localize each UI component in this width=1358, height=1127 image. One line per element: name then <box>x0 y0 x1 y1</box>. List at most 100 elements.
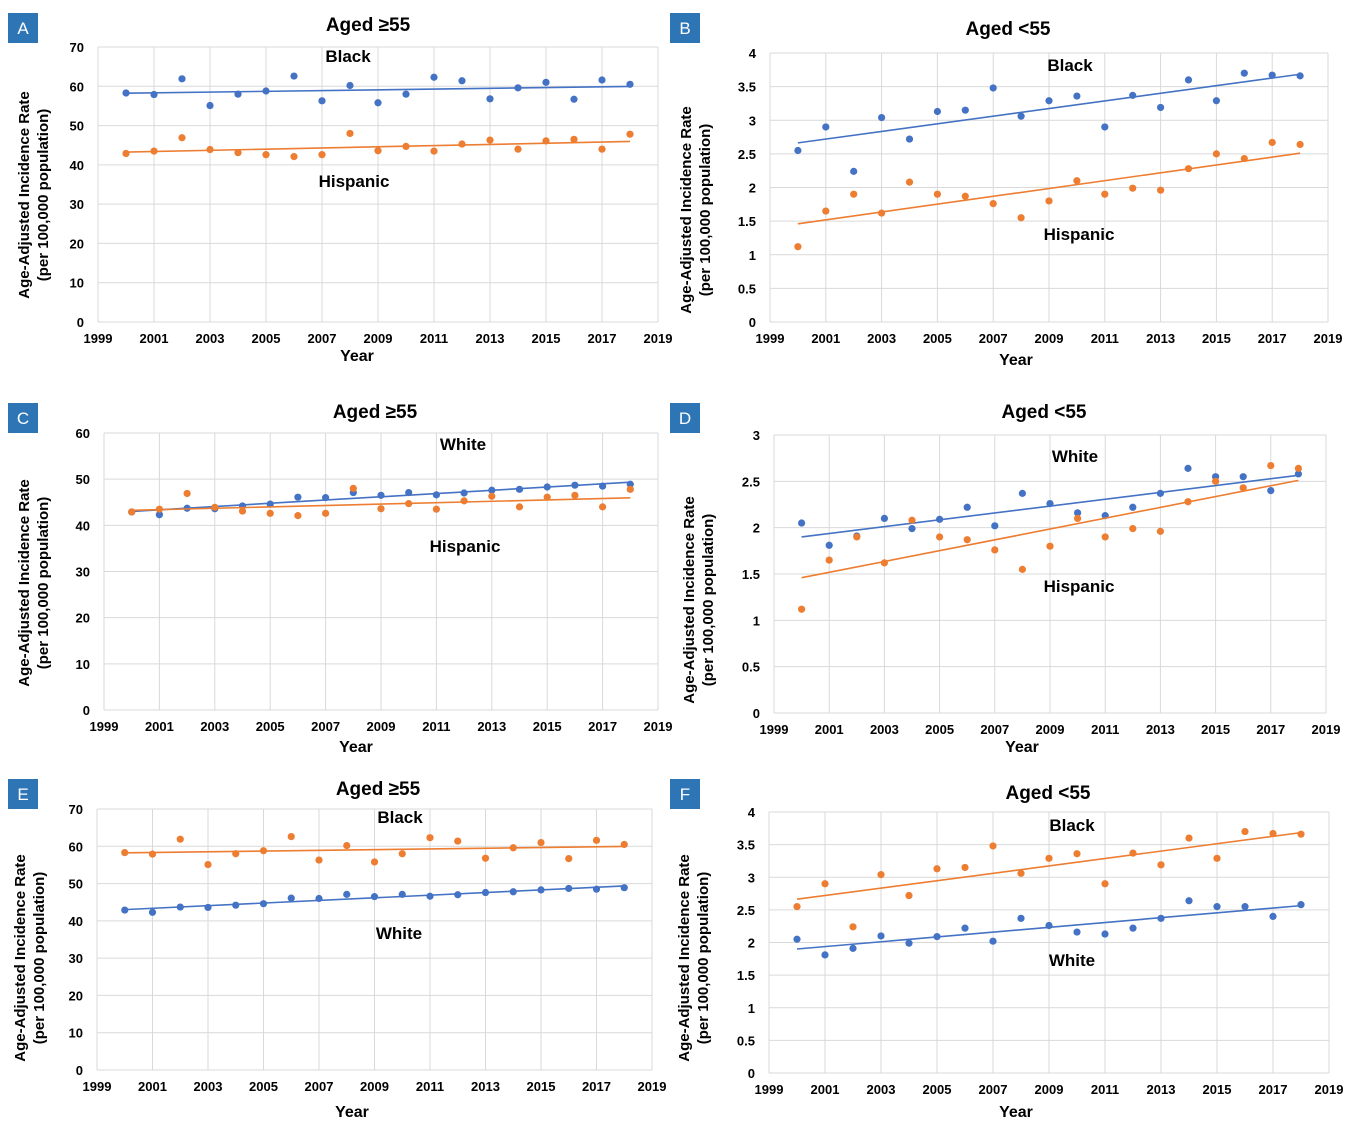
y-axis-label-line: (per 100,000 population) <box>700 514 717 687</box>
series-white: White <box>121 884 628 943</box>
panel-badge-box <box>670 403 700 433</box>
y-axis-label: Age-Adjusted Incidence Rate (per 100,000 … <box>16 91 52 299</box>
data-point <box>1129 184 1137 192</box>
y-tick-label: 1 <box>748 1001 755 1016</box>
data-point <box>989 842 997 850</box>
panel-d: D 0 0.5 1 1.5 2 2.5 3 1999 2001 2003 2005 2007 2009 20… <box>670 402 1340 756</box>
data-point <box>1241 903 1249 911</box>
x-tick-label: 2009 <box>1035 331 1064 346</box>
series-hispanic: Hispanic <box>794 138 1304 251</box>
x-tick-label: 2005 <box>923 331 952 346</box>
x-tick-label: 2011 <box>1091 722 1119 737</box>
chart-title: Aged ≥55 <box>333 402 418 423</box>
x-tick-label: 2005 <box>923 1082 952 1097</box>
data-point <box>405 500 413 508</box>
data-point <box>592 885 601 893</box>
data-point <box>543 493 551 501</box>
data-point <box>1129 524 1137 533</box>
data-point <box>1296 72 1304 80</box>
data-point <box>1129 849 1137 857</box>
x-tick-label: 2011 <box>422 719 450 734</box>
data-point <box>460 497 468 505</box>
data-point <box>961 924 969 932</box>
data-point <box>1184 498 1192 506</box>
y-tick-label: 30 <box>76 565 90 580</box>
x-tick-label: 1999 <box>755 1082 784 1097</box>
data-point <box>322 509 330 517</box>
data-point <box>178 75 186 83</box>
y-tick-label: 10 <box>76 657 90 672</box>
y-tick-label: 20 <box>76 611 90 626</box>
series-annotation: Black <box>1049 816 1095 835</box>
data-point <box>825 541 833 549</box>
data-point <box>322 494 330 502</box>
data-point <box>1184 464 1192 472</box>
data-point <box>1240 154 1248 163</box>
panel-b: B 0 0.5 1 1.5 2 2.5 3 3.5 4 1999 2001 2003 2005 2007 20… <box>670 13 1342 369</box>
series-black: Black <box>122 47 634 110</box>
chart-title: Aged <55 <box>965 19 1050 40</box>
y-tick-label: 0 <box>83 703 90 718</box>
data-point <box>232 901 240 909</box>
data-point <box>509 888 517 896</box>
x-axis-label: Year <box>340 348 374 365</box>
data-point <box>1239 484 1247 492</box>
x-tick-label: 2013 <box>476 331 505 346</box>
data-point <box>290 153 298 161</box>
data-point <box>1101 190 1109 198</box>
data-point <box>853 533 861 541</box>
data-point <box>262 87 270 95</box>
data-point <box>509 844 517 852</box>
series-annotation: Hispanic <box>319 172 390 191</box>
y-tick-label: 0 <box>753 706 760 721</box>
y-tick-label: 60 <box>69 839 83 854</box>
data-point <box>1045 921 1053 930</box>
data-point <box>798 605 806 613</box>
panel-badge-box <box>670 779 700 809</box>
data-point <box>1185 897 1193 905</box>
y-tick-label: 1 <box>749 248 756 263</box>
x-tick-label: 2009 <box>1036 722 1065 737</box>
data-point <box>1185 834 1193 842</box>
data-point <box>370 893 379 901</box>
data-point <box>1045 97 1053 105</box>
data-point <box>155 511 163 519</box>
y-axis-label-line: Age-Adjusted Incidence Rate <box>16 479 33 687</box>
x-tick-label: 2001 <box>815 722 844 737</box>
data-point <box>1267 487 1275 495</box>
y-tick-label: 20 <box>70 236 84 251</box>
data-point <box>148 908 157 916</box>
x-tick-label: 2011 <box>416 1079 444 1094</box>
x-tick-label: 2013 <box>1146 331 1175 346</box>
data-point <box>1129 91 1137 99</box>
data-point <box>877 871 885 879</box>
data-point <box>1018 489 1026 497</box>
data-point <box>1157 914 1165 922</box>
data-point <box>961 192 969 200</box>
data-point <box>991 546 999 554</box>
x-tick-label: 2005 <box>925 722 954 737</box>
panel-badge: E <box>8 779 38 809</box>
y-tick-label: 20 <box>69 988 83 1003</box>
panel-badge-box <box>8 13 38 43</box>
x-tick-label: 2007 <box>305 1079 334 1094</box>
data-point <box>878 113 886 122</box>
data-point <box>374 99 382 107</box>
y-tick-label: 50 <box>69 877 83 892</box>
y-axis-label: Age-Adjusted Incidence Rate (per 100,000 … <box>16 479 52 687</box>
y-tick-label: 10 <box>70 276 84 291</box>
series-hispanic: Hispanic <box>798 461 1302 613</box>
data-point <box>1269 912 1277 921</box>
panel-e: E 0 10 20 30 40 50 60 70 1999 2001 2003 2005 2007 2009… <box>8 779 666 1121</box>
data-point <box>515 485 524 493</box>
x-tick-label: 2013 <box>471 1079 500 1094</box>
y-tick-label: 40 <box>70 158 84 173</box>
series-black: Black <box>121 808 628 869</box>
series-black: Black <box>793 816 1305 931</box>
series-annotation: Black <box>325 47 371 66</box>
y-tick-label: 60 <box>70 79 84 94</box>
panel-badge-label: C <box>17 409 29 428</box>
data-point <box>905 891 913 900</box>
y-tick-label: 2 <box>749 181 756 196</box>
